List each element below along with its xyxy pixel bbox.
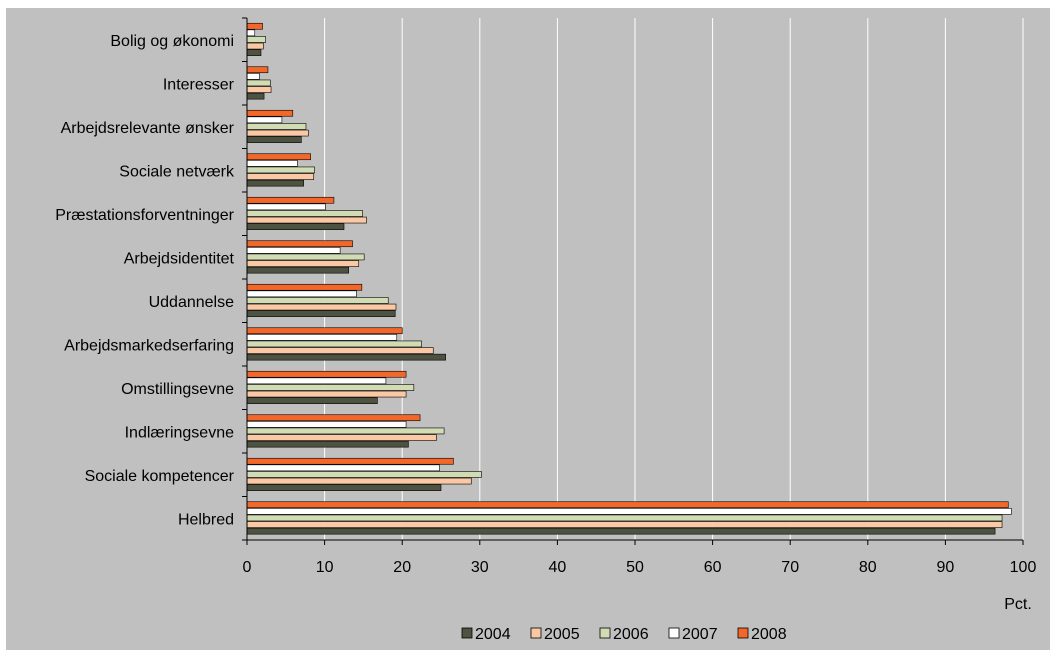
bar-bolig-og-konomi-2007 xyxy=(246,29,256,37)
bar-sociale-kompetencer-2007 xyxy=(246,464,440,472)
legend-swatch-2008 xyxy=(737,627,749,639)
category-label-helbred: Helbred xyxy=(178,511,234,528)
bar-uddannelse-2006 xyxy=(246,297,389,304)
category-label-indl-ringsevne: Indlæringsevne xyxy=(125,424,235,441)
x-tick-label-50: 50 xyxy=(626,559,644,576)
x-axis-unit-label: Pct. xyxy=(1004,596,1032,613)
bar-omstillingsevne-2007 xyxy=(246,377,387,385)
bar-arbejdsmarkedserfaring-2005 xyxy=(246,347,434,354)
x-tick-label-0: 0 xyxy=(243,559,252,576)
category-label-omstillingsevne: Omstillingsevne xyxy=(121,381,234,398)
legend-label-2005: 2005 xyxy=(544,626,580,643)
x-tick-label-10: 10 xyxy=(316,559,334,576)
category-label-sociale-kompetencer: Sociale kompetencer xyxy=(85,468,235,485)
legend-swatch-2006 xyxy=(599,627,611,639)
bar-helbred-2004 xyxy=(246,527,996,535)
legend-swatch-2007 xyxy=(668,627,680,639)
category-label-uddannelse: Uddannelse xyxy=(149,294,235,311)
category-label-arbejdsmarkedserfaring: Arbejdsmarkedserfaring xyxy=(64,337,234,354)
bar-omstillingsevne-2005 xyxy=(246,390,407,398)
bar-arbejdsidentitet-2008 xyxy=(246,240,353,248)
bar-indl-ringsevne-2007 xyxy=(246,421,407,428)
bar-arbejdsidentitet-2004 xyxy=(246,266,349,274)
bar-indl-ringsevne-2005 xyxy=(246,434,437,441)
bar-helbred-2007 xyxy=(246,508,1012,515)
category-label-sociale-netv-rk: Sociale netværk xyxy=(119,163,235,180)
bar-arbejdsidentitet-2005 xyxy=(246,260,360,267)
bar-chart: Bolig og økonomi Interesser Arbejdsrelevan… xyxy=(55,17,1037,643)
bar-sociale-netv-rk-2007 xyxy=(246,160,298,167)
bar-sociale-kompetencer-2005 xyxy=(246,477,472,485)
bar-omstillingsevne-2008 xyxy=(246,370,407,378)
bar-arbejdsidentitet-2007 xyxy=(246,247,341,254)
bar-omstillingsevne-2006 xyxy=(246,384,415,391)
bar-interesser-2007 xyxy=(246,73,260,80)
bar-helbred-2005 xyxy=(246,521,1003,528)
bar-bolig-og-konomi-2008 xyxy=(246,22,263,30)
legend-swatch-2004 xyxy=(461,627,473,639)
bar-sociale-kompetencer-2004 xyxy=(246,484,442,491)
chart-frame: Bolig og økonomi Interesser Arbejdsrelevan… xyxy=(6,8,1050,650)
bar-bolig-og-konomi-2004 xyxy=(246,49,262,56)
bar-arbejdsrelevante-nsker-2007 xyxy=(246,116,283,124)
bar-sociale-netv-rk-2008 xyxy=(246,153,311,161)
x-tick-label-20: 20 xyxy=(393,559,411,576)
legend-swatch-2005 xyxy=(530,627,542,639)
x-tick-label-60: 60 xyxy=(704,559,722,576)
bar-indl-ringsevne-2006 xyxy=(246,427,445,435)
bar-sociale-kompetencer-2008 xyxy=(246,457,454,465)
category-label-interesser: Interesser xyxy=(163,76,235,93)
bar-uddannelse-2008 xyxy=(246,283,363,291)
bar-interesser-2006 xyxy=(246,79,271,87)
bar-arbejdsmarkedserfaring-2004 xyxy=(246,353,446,361)
x-tick-label-80: 80 xyxy=(859,559,877,576)
bar-sociale-netv-rk-2006 xyxy=(246,166,315,174)
bar-uddannelse-2004 xyxy=(246,310,396,317)
bar-arbejdsmarkedserfaring-2008 xyxy=(246,327,403,335)
bar-helbred-2008 xyxy=(246,501,1009,509)
bar-sociale-kompetencer-2006 xyxy=(246,471,482,478)
bar-bolig-og-konomi-2005 xyxy=(246,42,264,50)
legend-label-2007: 2007 xyxy=(682,626,718,643)
x-tick-label-90: 90 xyxy=(937,559,955,576)
bar-pr-stationsforventninger-2008 xyxy=(246,196,335,204)
bar-interesser-2008 xyxy=(246,66,269,74)
x-tick-label-40: 40 xyxy=(549,559,567,576)
bar-sociale-netv-rk-2004 xyxy=(246,179,304,187)
bar-omstillingsevne-2004 xyxy=(246,397,378,404)
bar-arbejdsrelevante-nsker-2005 xyxy=(246,129,309,137)
category-label-pr-stationsforventninger: Præstationsforventninger xyxy=(55,207,234,224)
x-tick-label-70: 70 xyxy=(781,559,799,576)
bar-pr-stationsforventninger-2005 xyxy=(246,216,367,224)
bar-pr-stationsforventninger-2006 xyxy=(246,210,363,217)
bar-indl-ringsevne-2004 xyxy=(246,440,409,448)
legend-label-2008: 2008 xyxy=(751,626,787,643)
bar-arbejdsrelevante-nsker-2006 xyxy=(246,123,307,130)
x-tick-label-30: 30 xyxy=(471,559,489,576)
bar-arbejdsmarkedserfaring-2006 xyxy=(246,340,422,348)
bar-pr-stationsforventninger-2007 xyxy=(246,203,326,211)
bar-indl-ringsevne-2008 xyxy=(246,414,421,422)
bar-sociale-netv-rk-2005 xyxy=(246,173,315,180)
bar-arbejdsmarkedserfaring-2007 xyxy=(246,334,398,341)
bar-interesser-2005 xyxy=(246,86,272,93)
bar-pr-stationsforventninger-2004 xyxy=(246,223,345,230)
category-label-arbejdsidentitet: Arbejdsidentitet xyxy=(124,250,235,267)
bar-bolig-og-konomi-2006 xyxy=(246,36,266,43)
category-label-arbejdsrelevante-nsker: Arbejdsrelevante ønsker xyxy=(61,120,235,137)
x-tick-label-100: 100 xyxy=(1010,559,1037,576)
bar-arbejdsrelevante-nsker-2008 xyxy=(246,109,294,117)
category-label-bolig-og-konomi: Bolig og økonomi xyxy=(110,33,234,50)
bar-helbred-2006 xyxy=(246,514,1003,522)
bar-arbejdsrelevante-nsker-2004 xyxy=(246,136,302,143)
legend-label-2004: 2004 xyxy=(475,626,511,643)
bar-uddannelse-2007 xyxy=(246,290,357,298)
legend-label-2006: 2006 xyxy=(613,626,649,643)
bar-interesser-2004 xyxy=(246,92,265,100)
bar-uddannelse-2005 xyxy=(246,303,397,311)
bar-arbejdsidentitet-2006 xyxy=(246,253,365,261)
